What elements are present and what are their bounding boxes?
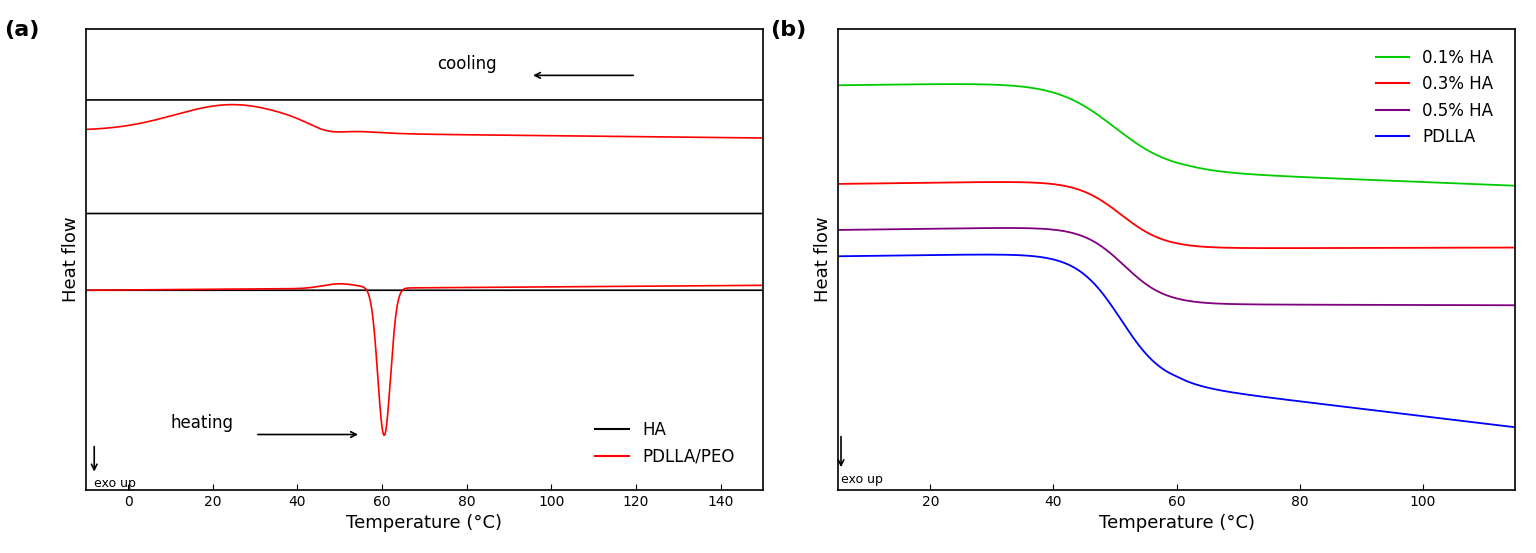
Text: (a): (a) xyxy=(5,20,40,40)
Text: (b): (b) xyxy=(770,20,806,40)
X-axis label: Temperature (°C): Temperature (°C) xyxy=(347,514,502,532)
Text: exo up: exo up xyxy=(94,477,137,489)
Y-axis label: Heat flow: Heat flow xyxy=(63,217,80,302)
Y-axis label: Heat flow: Heat flow xyxy=(814,217,833,302)
Text: exo up: exo up xyxy=(842,473,883,486)
Text: cooling: cooling xyxy=(438,55,496,73)
X-axis label: Temperature (°C): Temperature (°C) xyxy=(1098,514,1255,532)
Text: heating: heating xyxy=(170,414,233,432)
Legend: 0.1% HA, 0.3% HA, 0.5% HA, PDLLA: 0.1% HA, 0.3% HA, 0.5% HA, PDLLA xyxy=(1369,42,1501,153)
Legend: HA, PDLLA/PEO: HA, PDLLA/PEO xyxy=(588,415,740,472)
